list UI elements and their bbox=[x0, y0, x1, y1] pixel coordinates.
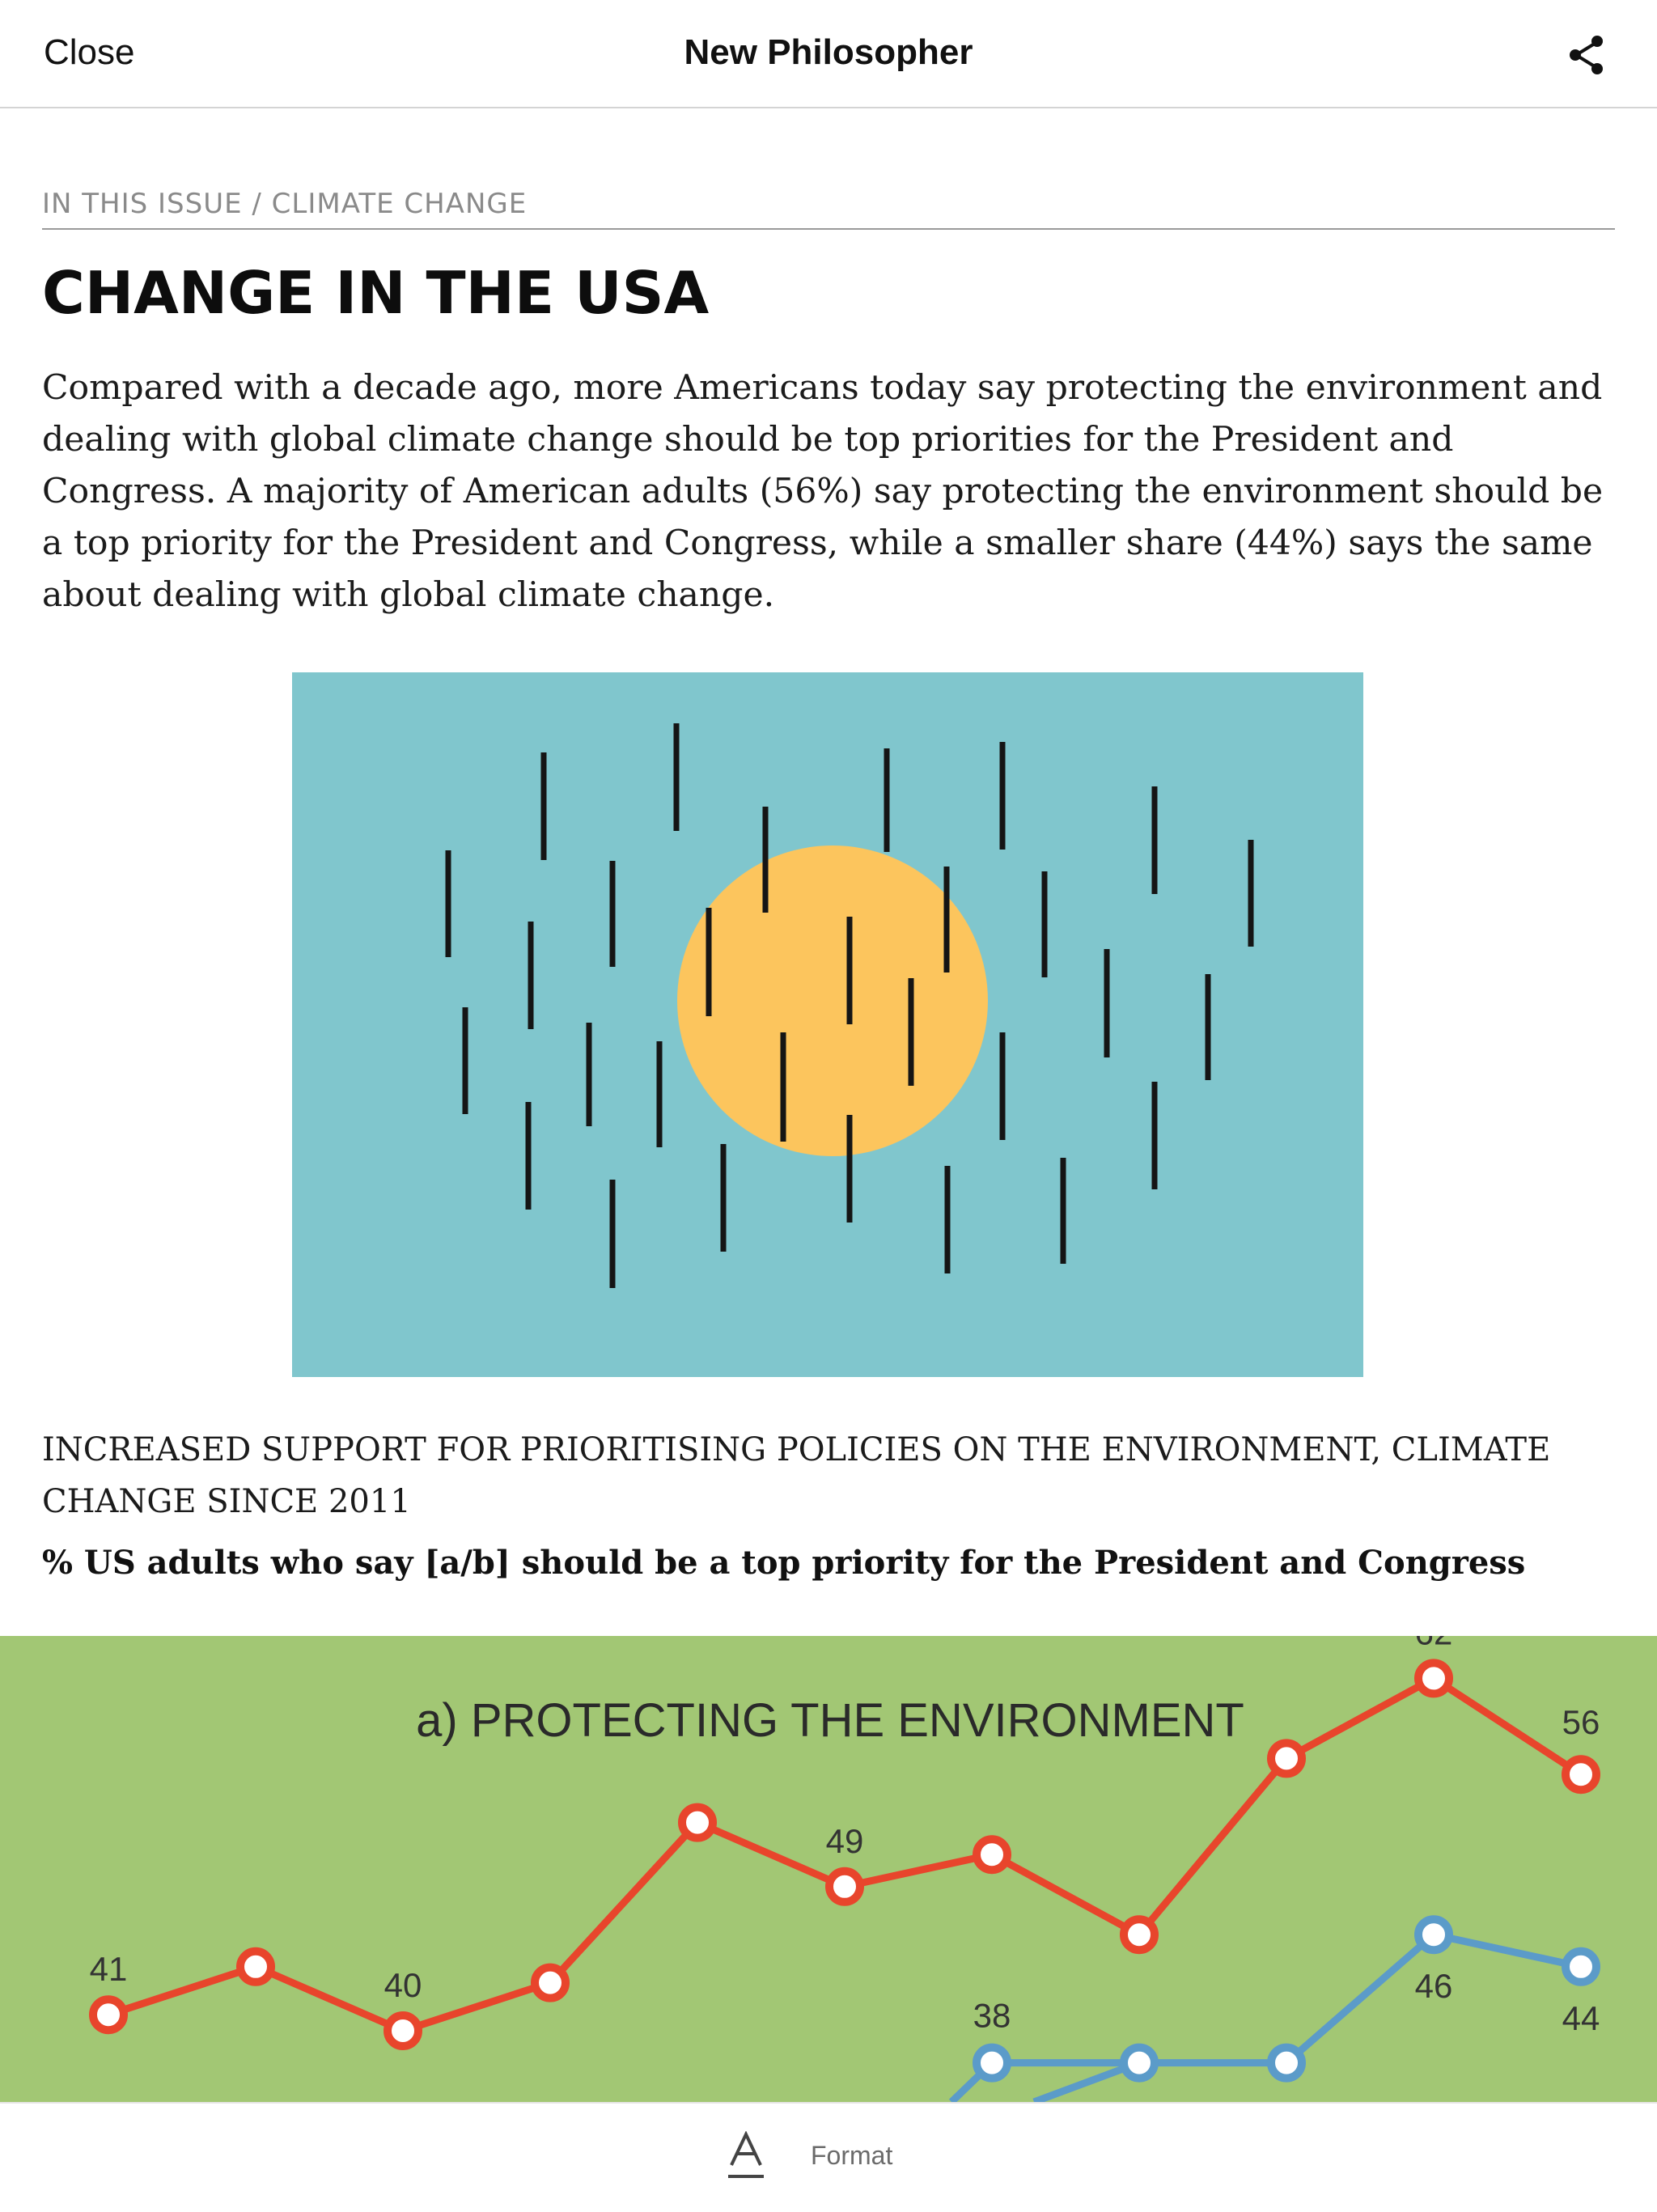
bottom-toolbar: Format bbox=[0, 2102, 1657, 2212]
data-point bbox=[236, 1947, 275, 1986]
environment-priority-chart: a) PROTECTING THE ENVIRONMENT 41 40 49 62 56… bbox=[0, 1636, 1657, 2102]
data-point bbox=[678, 1803, 717, 1842]
data-label: 40 bbox=[384, 1966, 422, 2004]
data-point bbox=[531, 1963, 570, 2002]
data-point bbox=[1562, 1755, 1600, 1795]
close-button[interactable]: Close bbox=[44, 32, 135, 72]
data-label: 62 bbox=[1415, 1636, 1453, 1651]
share-icon bbox=[1570, 36, 1603, 74]
breadcrumb: IN THIS ISSUE / CLIMATE CHANGE bbox=[42, 188, 528, 220]
data-point bbox=[1414, 1659, 1453, 1698]
data-point bbox=[1267, 1739, 1306, 1778]
breadcrumb-divider bbox=[42, 228, 1615, 230]
chart-marks: 41 40 49 62 56 38 46 44 bbox=[89, 1636, 1600, 2102]
data-point bbox=[89, 1995, 128, 2035]
rain-streaks bbox=[445, 723, 1254, 1288]
data-label: 41 bbox=[90, 1950, 128, 1988]
line-chart: a) PROTECTING THE ENVIRONMENT 41 40 49 62 56… bbox=[0, 1636, 1657, 2102]
chart-background bbox=[0, 1636, 1657, 2102]
share-button[interactable] bbox=[1565, 32, 1610, 78]
data-point bbox=[1267, 2043, 1306, 2083]
data-point bbox=[1120, 2043, 1159, 2083]
data-point bbox=[384, 2011, 422, 2050]
chart-title: a) PROTECTING THE ENVIRONMENT bbox=[416, 1694, 1244, 1747]
data-label: 56 bbox=[1562, 1703, 1600, 1741]
app-title: New Philosopher bbox=[684, 32, 973, 72]
top-navigation-bar: Close New Philosopher bbox=[0, 0, 1657, 108]
format-text-icon bbox=[728, 2131, 764, 2178]
data-point bbox=[973, 1835, 1011, 1875]
chart-subheading: % US adults who say [a/b] should be a to… bbox=[42, 1544, 1526, 1582]
data-point bbox=[973, 2043, 1011, 2083]
data-label: 46 bbox=[1415, 1967, 1453, 2005]
data-point bbox=[1414, 1915, 1453, 1955]
data-point bbox=[825, 1867, 864, 1906]
data-label: 49 bbox=[826, 1822, 864, 1860]
format-label: Format bbox=[811, 2141, 893, 2170]
article-headline: CHANGE IN THE USA bbox=[42, 259, 710, 327]
article-intro-paragraph: Compared with a decade ago, more America… bbox=[42, 368, 1604, 615]
data-point bbox=[1562, 1947, 1600, 1986]
sun-shape bbox=[677, 845, 988, 1156]
data-point bbox=[1120, 1915, 1159, 1955]
rain-and-sun-illustration bbox=[292, 672, 1363, 1377]
chart-heading: INCREASED SUPPORT FOR PRIORITISING POLIC… bbox=[42, 1431, 1551, 1520]
data-label: 38 bbox=[973, 1997, 1011, 2035]
data-label: 44 bbox=[1562, 1999, 1600, 2037]
